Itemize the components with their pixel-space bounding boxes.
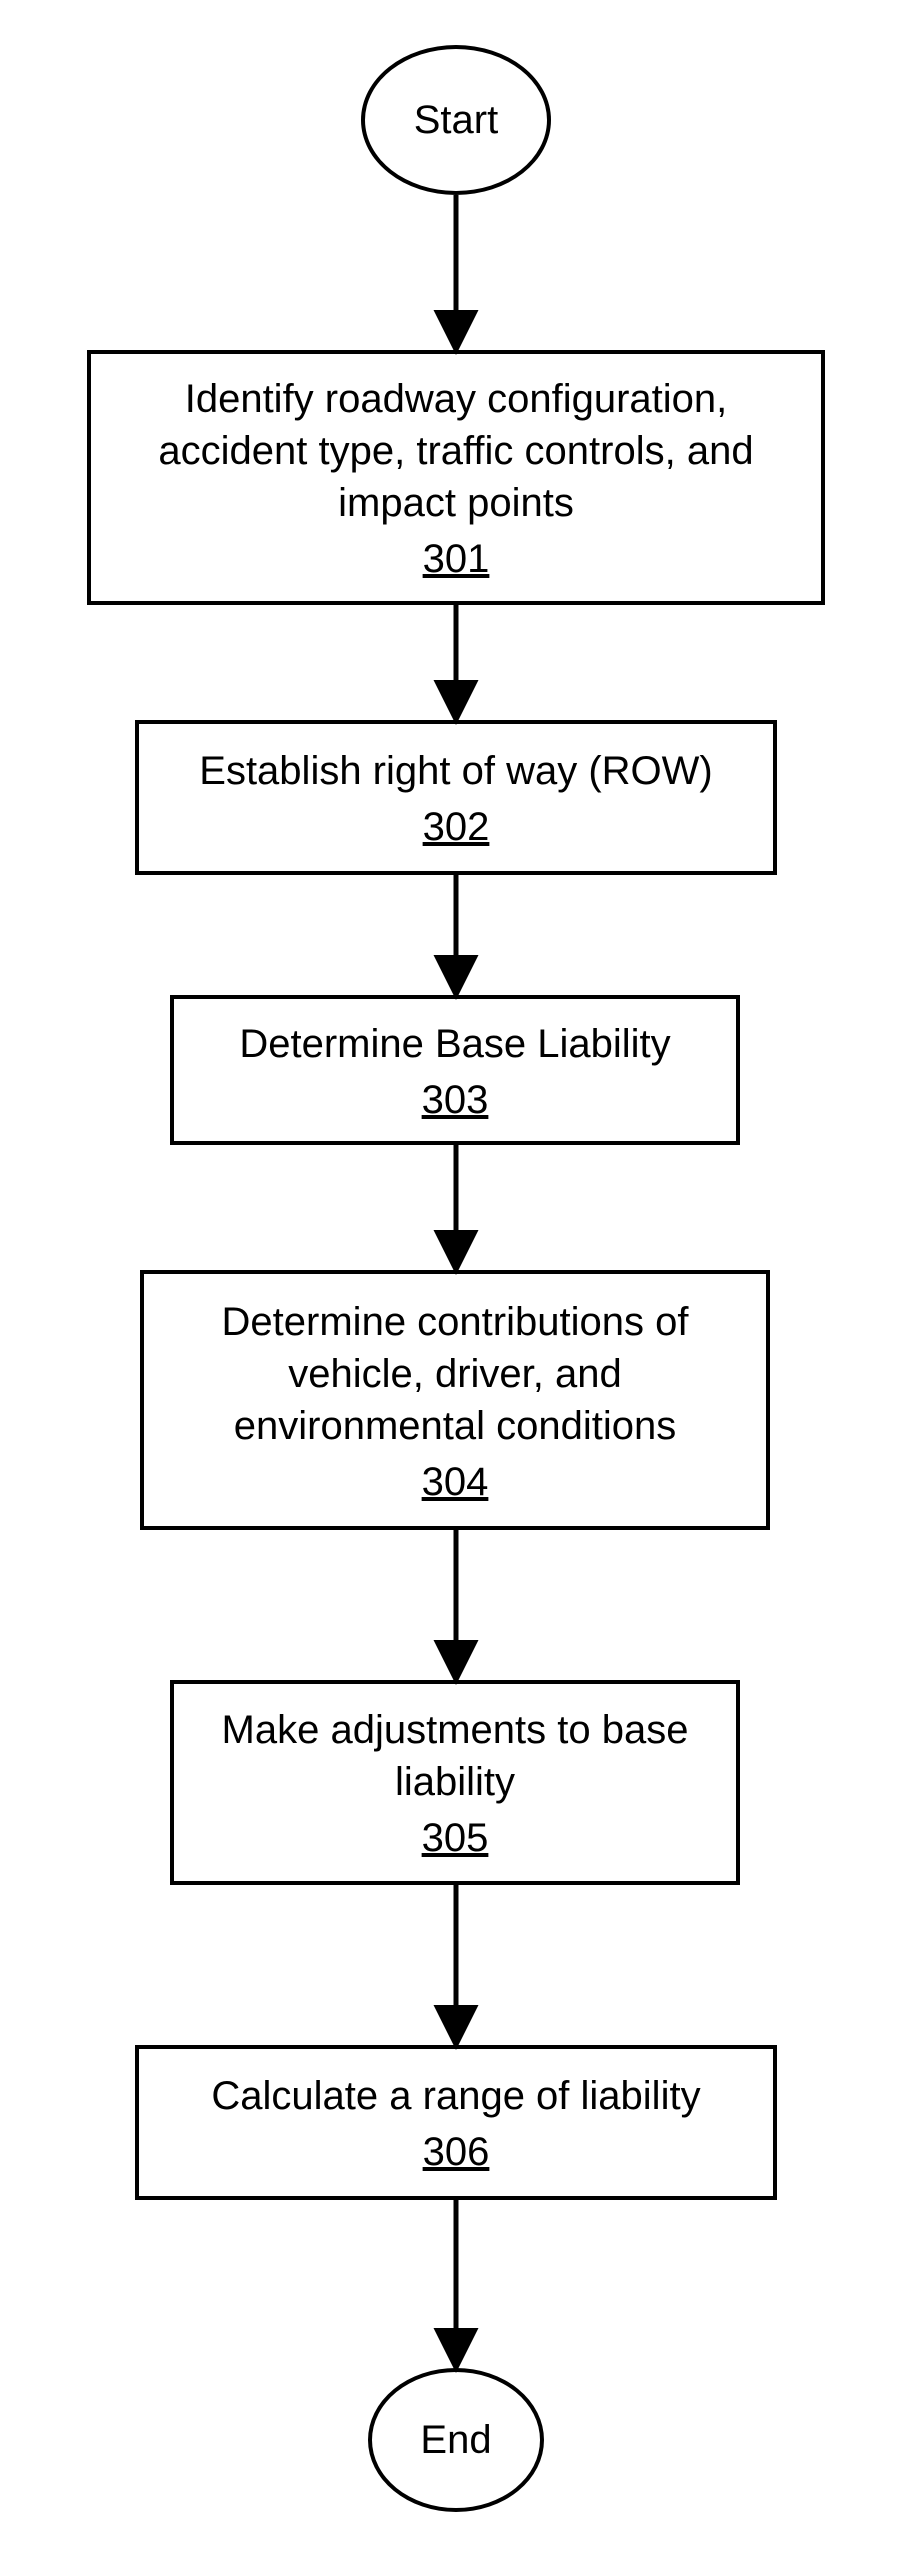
terminal-start: Start	[361, 45, 551, 195]
step-304-label: Determine contributions of vehicle, driv…	[174, 1296, 736, 1452]
flowchart-canvas: Start Identify roadway configuration, ac…	[0, 0, 913, 2560]
step-302: Establish right of way (ROW) 302	[135, 720, 777, 875]
step-304-ref: 304	[422, 1460, 489, 1505]
step-301-label: Identify roadway configuration, accident…	[121, 373, 791, 529]
step-305-label: Make adjustments to base liability	[204, 1704, 706, 1808]
step-302-label: Establish right of way (ROW)	[199, 745, 712, 797]
step-303-label: Determine Base Liability	[239, 1018, 670, 1070]
terminal-start-label: Start	[414, 98, 498, 143]
step-306-ref: 306	[423, 2130, 490, 2175]
step-303: Determine Base Liability 303	[170, 995, 740, 1145]
step-302-ref: 302	[423, 805, 490, 850]
terminal-end-label: End	[420, 2418, 491, 2463]
step-305-ref: 305	[422, 1816, 489, 1861]
step-301-ref: 301	[423, 537, 490, 582]
step-306: Calculate a range of liability 306	[135, 2045, 777, 2200]
step-306-label: Calculate a range of liability	[211, 2070, 700, 2122]
step-303-ref: 303	[422, 1078, 489, 1123]
step-305: Make adjustments to base liability 305	[170, 1680, 740, 1885]
step-304: Determine contributions of vehicle, driv…	[140, 1270, 770, 1530]
step-301: Identify roadway configuration, accident…	[87, 350, 825, 605]
terminal-end: End	[368, 2368, 544, 2512]
